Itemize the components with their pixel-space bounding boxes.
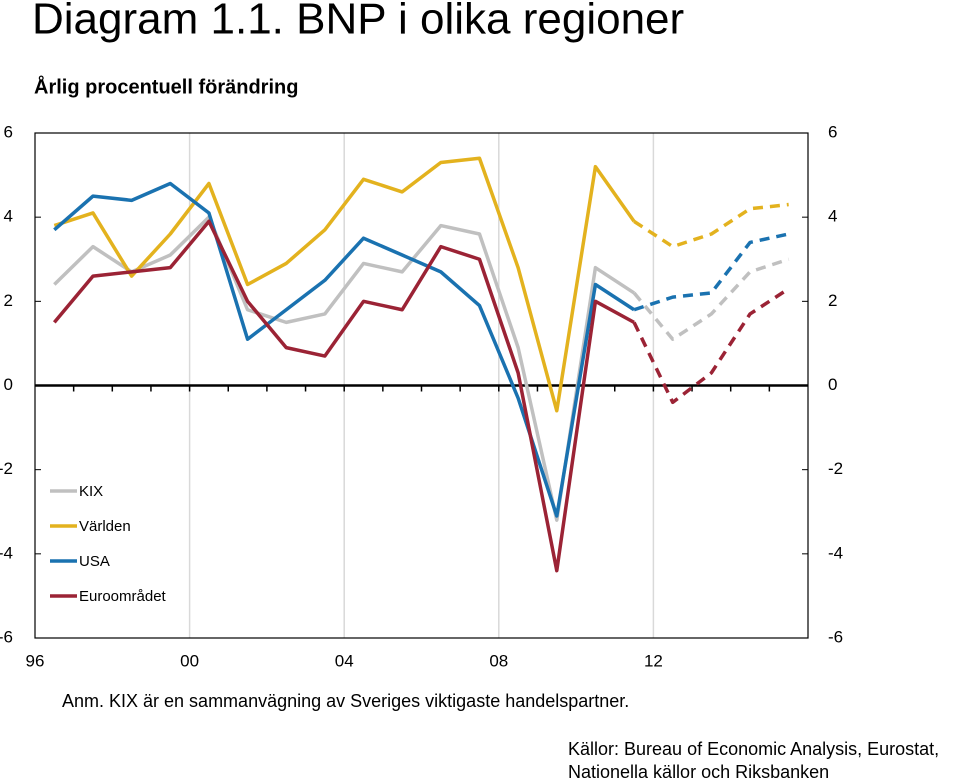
y-tick-label: -2 [0,459,13,478]
y2-tick-label: 4 [828,207,837,226]
legend-label: Euroområdet [79,588,167,605]
y-tick-label: -6 [0,627,13,646]
legend-label: Världen [79,518,131,535]
series-line [52,219,635,573]
y2-tick-label: 2 [828,291,837,310]
source: Källor: Bureau of Economic Analysis, Eur… [568,739,939,759]
y-tick-label: -4 [0,543,13,562]
y-tick-label: 4 [4,207,13,226]
forecast-line [632,257,790,341]
x-tick-label: 08 [489,651,508,670]
chart-title: Diagram 1.1. BNP i olika regioner [32,0,684,44]
x-tick-label: 96 [26,651,45,670]
y2-tick-label: -4 [828,543,843,562]
x-tick-label: 04 [335,651,354,670]
y-tick-label: 2 [4,291,13,310]
forecast-line [633,232,790,312]
source: Nationella källor och Riksbanken [568,762,829,782]
y2-tick-label: 6 [828,122,837,141]
series-line [53,156,636,413]
legend-label: USA [79,553,110,570]
y2-tick-label: -6 [828,627,843,646]
y2-tick-label: 0 [828,375,837,394]
x-tick-label: 00 [180,651,199,670]
forecast-line [633,202,789,249]
legend-label: KIX [79,483,103,500]
y-tick-label: 6 [4,122,13,141]
chart-subtitle: Årlig procentuell förändring [34,74,298,98]
series-line [53,215,636,522]
series-line [53,181,636,518]
y-tick-label: 0 [4,375,13,394]
x-tick-label: 12 [644,651,663,670]
note: Anm. KIX är en sammanvägning av Sveriges… [62,691,629,711]
y2-tick-label: -2 [828,459,843,478]
forecast-line [632,287,790,405]
